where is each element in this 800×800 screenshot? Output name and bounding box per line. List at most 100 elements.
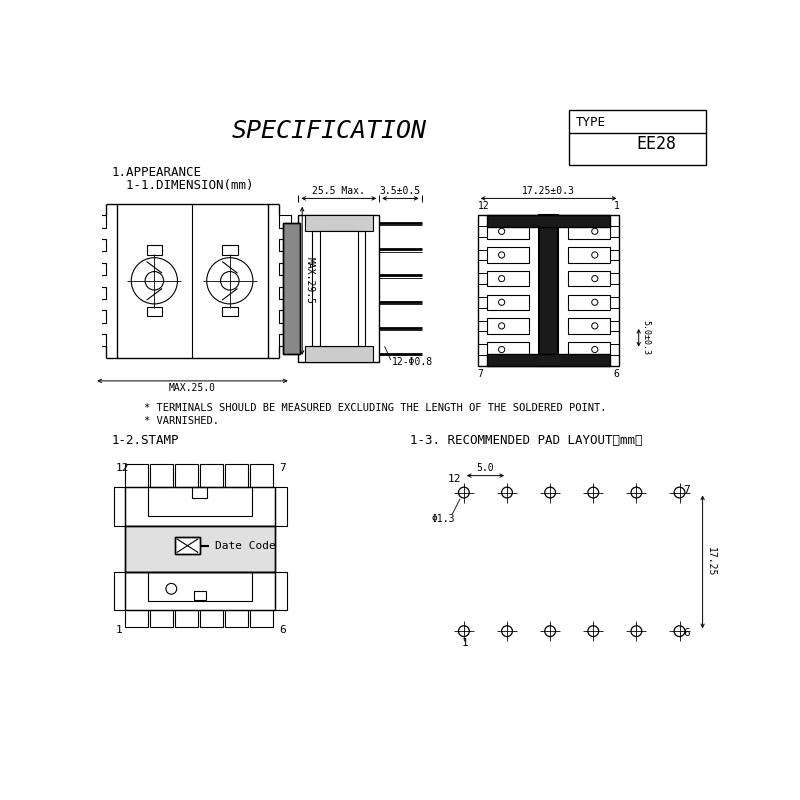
Text: 1: 1 xyxy=(116,625,122,634)
Bar xyxy=(478,250,487,260)
Bar xyxy=(305,346,373,362)
Bar xyxy=(568,223,610,239)
Text: 6: 6 xyxy=(614,369,619,378)
Bar xyxy=(279,239,290,251)
Bar xyxy=(478,297,487,308)
Text: 12: 12 xyxy=(478,201,490,210)
Bar xyxy=(194,591,206,600)
Text: 5.0±0.3: 5.0±0.3 xyxy=(642,319,650,354)
Bar xyxy=(478,344,487,355)
Bar xyxy=(610,250,619,260)
Bar xyxy=(94,286,106,299)
Bar xyxy=(320,230,358,346)
Bar xyxy=(125,526,275,572)
Bar xyxy=(568,342,610,358)
Text: 1.APPEARANCE: 1.APPEARANCE xyxy=(111,166,202,179)
Bar xyxy=(610,226,619,237)
Bar xyxy=(279,215,290,227)
Bar xyxy=(568,294,610,310)
Bar xyxy=(487,215,610,227)
Bar xyxy=(175,610,198,627)
Text: Date Code: Date Code xyxy=(215,541,276,550)
Text: 12: 12 xyxy=(448,474,462,484)
Bar xyxy=(487,354,610,366)
Bar xyxy=(175,464,198,487)
Text: 1-2.STAMP: 1-2.STAMP xyxy=(111,434,178,447)
Bar xyxy=(487,271,530,286)
Bar xyxy=(125,464,148,487)
Bar xyxy=(250,610,273,627)
Text: SPECIFICATION: SPECIFICATION xyxy=(232,118,426,142)
Bar xyxy=(94,215,106,227)
Bar xyxy=(200,464,223,487)
Bar xyxy=(222,246,238,254)
Bar xyxy=(192,487,207,498)
Bar xyxy=(125,487,275,526)
Bar xyxy=(226,610,248,627)
Text: 3.5±0.5: 3.5±0.5 xyxy=(380,186,421,196)
Bar xyxy=(222,307,238,316)
Text: 12: 12 xyxy=(116,463,130,473)
Bar xyxy=(570,110,706,166)
Text: 1: 1 xyxy=(462,638,468,648)
Bar xyxy=(125,572,275,610)
Text: TYPE: TYPE xyxy=(575,117,606,130)
Bar xyxy=(200,610,223,627)
Bar xyxy=(114,572,125,610)
Text: 1-1.DIMENSION(mm): 1-1.DIMENSION(mm) xyxy=(111,179,254,192)
Bar xyxy=(150,610,173,627)
Text: 6: 6 xyxy=(279,625,286,634)
Bar xyxy=(283,223,300,354)
Bar xyxy=(487,294,530,310)
Bar xyxy=(175,538,200,554)
Bar xyxy=(487,342,530,358)
Bar xyxy=(279,262,290,275)
Bar xyxy=(279,334,290,346)
Bar xyxy=(312,230,366,346)
Bar xyxy=(148,487,252,517)
Text: 17.25±0.3: 17.25±0.3 xyxy=(522,186,575,196)
Polygon shape xyxy=(205,542,211,549)
Bar xyxy=(94,334,106,346)
Text: 1-3. RECOMMENDED PAD LAYOUT（mm）: 1-3. RECOMMENDED PAD LAYOUT（mm） xyxy=(410,434,642,447)
Bar xyxy=(610,274,619,284)
Bar xyxy=(478,274,487,284)
Bar xyxy=(487,247,530,262)
Bar xyxy=(94,239,106,251)
Bar xyxy=(487,318,530,334)
Bar xyxy=(478,215,619,366)
Bar xyxy=(118,204,267,358)
Bar xyxy=(94,262,106,275)
Text: * TERMINALS SHOULD BE MEASURED EXCLUDING THE LENGTH OF THE SOLDERED POINT.: * TERMINALS SHOULD BE MEASURED EXCLUDING… xyxy=(144,403,607,413)
Bar xyxy=(146,307,162,316)
Bar xyxy=(539,215,558,366)
Bar xyxy=(568,247,610,262)
Bar xyxy=(250,464,273,487)
Bar xyxy=(94,310,106,322)
Bar xyxy=(610,321,619,331)
Bar xyxy=(298,215,379,362)
Bar xyxy=(114,487,125,526)
Bar xyxy=(568,271,610,286)
Bar xyxy=(478,321,487,331)
Bar xyxy=(478,226,487,237)
Text: 7: 7 xyxy=(478,369,484,378)
Text: Φ1.3: Φ1.3 xyxy=(431,514,455,525)
Bar xyxy=(305,215,373,230)
Bar xyxy=(125,526,275,572)
Bar xyxy=(150,464,173,487)
Bar xyxy=(226,464,248,487)
Bar xyxy=(279,286,290,299)
Bar xyxy=(279,310,290,322)
Text: * VARNISHED.: * VARNISHED. xyxy=(144,416,219,426)
Text: 17.25: 17.25 xyxy=(706,547,716,577)
Text: 6: 6 xyxy=(683,629,690,638)
Text: 1: 1 xyxy=(614,201,619,210)
Bar xyxy=(125,610,148,627)
Text: 7: 7 xyxy=(683,486,690,495)
Text: 7: 7 xyxy=(279,463,286,473)
Bar xyxy=(275,572,287,610)
Bar xyxy=(610,344,619,355)
Bar xyxy=(146,246,162,254)
Bar xyxy=(275,487,287,526)
